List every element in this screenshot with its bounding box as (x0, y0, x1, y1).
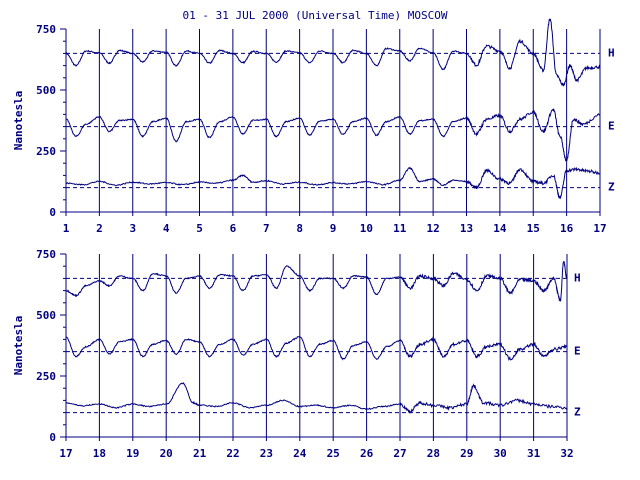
series-line-e (65, 108, 601, 162)
x-tick-label: 23 (260, 447, 273, 460)
series-line-h (65, 18, 601, 87)
y-axis-label: Nanotesla (12, 316, 25, 376)
series-label-e: E (608, 120, 615, 133)
series-label-e: E (574, 345, 581, 358)
x-tick-label: 16 (560, 222, 574, 235)
x-tick-label: 13 (460, 222, 473, 235)
y-tick-label: 500 (36, 309, 56, 322)
x-tick-label: 30 (494, 447, 507, 460)
series-line-h (65, 261, 568, 302)
x-tick-label: 14 (493, 222, 507, 235)
x-tick-label: 15 (527, 222, 540, 235)
x-tick-label: 12 (427, 222, 440, 235)
y-tick-label: 750 (36, 248, 56, 261)
x-tick-label: 32 (560, 447, 573, 460)
x-tick-label: 17 (593, 222, 606, 235)
x-tick-label: 27 (393, 447, 406, 460)
x-tick-label: 22 (226, 447, 239, 460)
x-tick-label: 17 (59, 447, 72, 460)
x-tick-label: 11 (393, 222, 407, 235)
series-line-z (65, 382, 568, 414)
x-tick-label: 20 (160, 447, 173, 460)
series-label-h: H (608, 46, 615, 59)
x-tick-label: 21 (193, 447, 207, 460)
series-label-z: Z (574, 406, 581, 419)
x-tick-label: 26 (360, 447, 374, 460)
y-tick-label: 0 (49, 206, 56, 219)
x-tick-label: 1 (63, 222, 70, 235)
series-label-h: H (574, 271, 581, 284)
x-tick-label: 8 (296, 222, 303, 235)
series-label-z: Z (608, 181, 615, 194)
y-tick-label: 750 (36, 23, 56, 36)
y-tick-label: 500 (36, 84, 56, 97)
series-line-e (65, 336, 568, 361)
x-tick-label: 5 (196, 222, 203, 235)
series-line-z (65, 166, 601, 200)
panel-bottom: 0 250 500 750 17 18 19 20 21 22 23 24 25 26 27 28 29 30 31… (12, 248, 581, 460)
y-axis-label: Nanotesla (12, 91, 25, 151)
y-tick-label: 250 (36, 370, 56, 383)
x-tick-label: 31 (527, 447, 541, 460)
x-tick-label: 3 (129, 222, 136, 235)
chart-title: 01 - 31 JUL 2000 (Universal Time) MOSCOW (183, 9, 448, 22)
x-tick-label: 7 (263, 222, 270, 235)
x-tick-label: 2 (96, 222, 103, 235)
x-tick-label: 6 (230, 222, 237, 235)
y-tick-label: 250 (36, 145, 56, 158)
x-tick-label: 28 (427, 447, 440, 460)
x-tick-label: 9 (330, 222, 337, 235)
x-tick-label: 25 (327, 447, 340, 460)
x-tick-label: 19 (126, 447, 139, 460)
x-tick-label: 4 (163, 222, 170, 235)
x-tick-label: 10 (360, 222, 373, 235)
x-tick-label: 18 (93, 447, 106, 460)
x-tick-label: 29 (460, 447, 473, 460)
x-tick-label: 24 (293, 447, 307, 460)
y-tick-label: 0 (49, 431, 56, 444)
